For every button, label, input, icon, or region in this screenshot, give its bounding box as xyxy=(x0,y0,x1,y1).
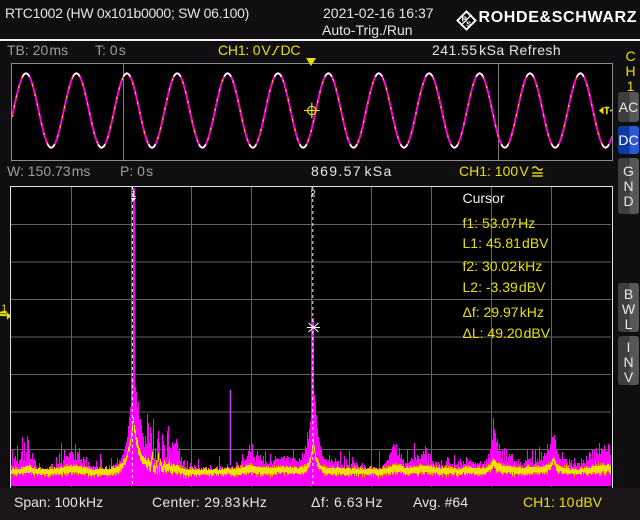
svg-text:S: S xyxy=(466,19,471,28)
svg-text:R: R xyxy=(461,14,467,23)
svg-text:1: 1 xyxy=(131,189,136,200)
svg-text:2: 2 xyxy=(310,188,315,199)
svg-text:1: 1 xyxy=(1,303,7,315)
